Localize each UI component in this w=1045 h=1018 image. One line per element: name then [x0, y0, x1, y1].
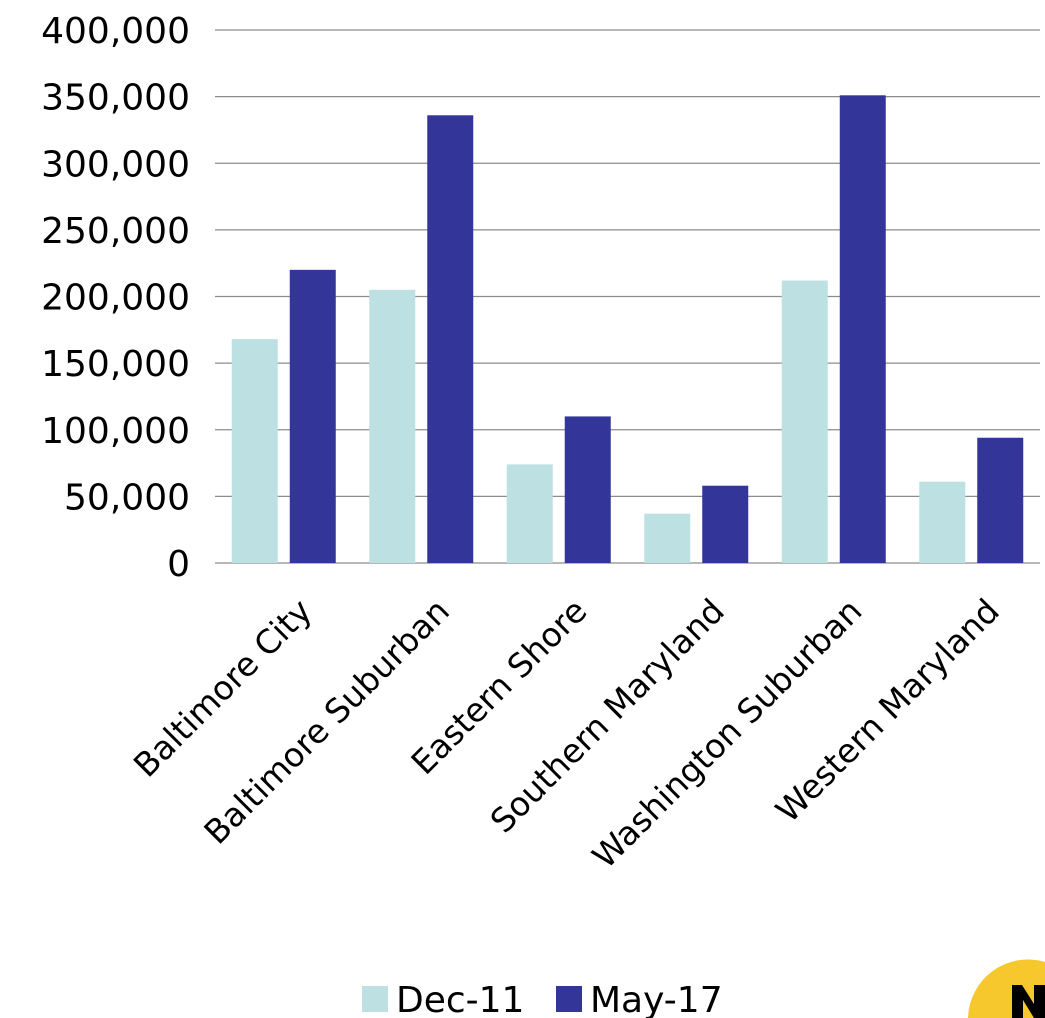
x-tick-label: Washington Suburban	[585, 591, 870, 876]
bar-may-17	[702, 485, 749, 563]
y-tick-label: 100,000	[41, 411, 190, 452]
bar-dec-11	[644, 513, 691, 563]
legend-swatch-dec-11	[362, 986, 388, 1012]
legend-swatch-may-17	[556, 986, 582, 1012]
bar-dec-11	[506, 464, 553, 563]
bar-may-17	[427, 115, 474, 563]
y-tick-label: 50,000	[64, 477, 190, 518]
x-tick-label: Western Maryland	[768, 591, 1007, 830]
bar-dec-11	[919, 481, 966, 563]
y-tick-label: 300,000	[41, 144, 190, 185]
y-tick-label: 0	[167, 544, 190, 585]
legend: Dec-11 May-17	[362, 980, 723, 1018]
gridlines	[215, 29, 1040, 564]
bar-may-17	[289, 269, 336, 563]
logo-icon	[968, 959, 1045, 1018]
legend-label-dec-11: Dec-11	[396, 980, 524, 1018]
bar-may-17	[839, 95, 886, 563]
y-tick-label: 250,000	[41, 211, 190, 252]
legend-label-may-17: May-17	[590, 980, 723, 1018]
y-tick-label: 150,000	[41, 344, 190, 385]
bar-may-17	[977, 437, 1024, 563]
x-tick-label: Baltimore Suburban	[196, 591, 457, 852]
bar-may-17	[564, 416, 611, 563]
x-tick-label: Southern Maryland	[483, 591, 732, 840]
y-tick-label: 200,000	[41, 278, 190, 319]
bar-dec-11	[781, 280, 828, 563]
bars	[231, 95, 1024, 563]
y-tick-label: 350,000	[41, 78, 190, 119]
bar-dec-11	[369, 289, 416, 563]
y-axis: 0 50,000 100,000 150,000 200,000 250,000 300,0…	[41, 11, 190, 585]
bar-dec-11	[231, 339, 278, 563]
y-tick-label: 400,000	[41, 11, 190, 52]
